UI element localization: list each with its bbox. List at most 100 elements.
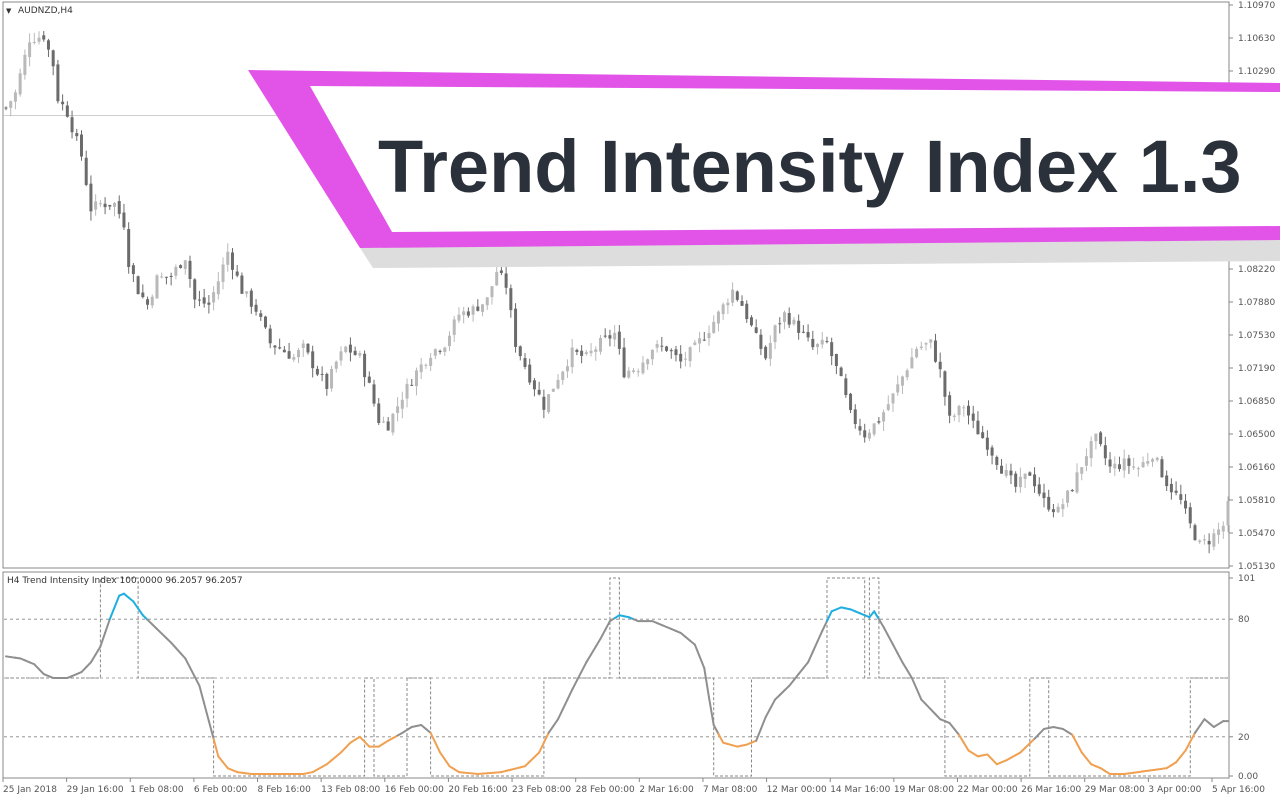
time-tick-label: 13 Feb 08:00 bbox=[321, 785, 380, 795]
symbol-header[interactable]: ▼ AUDNZD,H4 bbox=[6, 6, 73, 16]
tii-segment bbox=[816, 629, 824, 643]
tii-segment bbox=[1184, 740, 1192, 752]
candle-body bbox=[674, 349, 678, 356]
candle-body bbox=[1094, 433, 1098, 442]
candle-body bbox=[990, 447, 994, 456]
candle-body bbox=[613, 332, 617, 340]
price-tick-label: 1.08220 bbox=[1238, 265, 1275, 275]
time-tick-label: 7 Mar 08:00 bbox=[703, 785, 758, 795]
candle-body bbox=[929, 339, 933, 343]
candle-body bbox=[1155, 457, 1159, 461]
candle-body bbox=[1014, 473, 1018, 487]
candle-body bbox=[665, 346, 669, 351]
candle-body bbox=[1080, 467, 1084, 474]
tii-segment bbox=[575, 670, 583, 682]
candle-body bbox=[268, 328, 272, 344]
candle-body bbox=[344, 346, 348, 352]
candle-body bbox=[1084, 456, 1088, 466]
candle-body bbox=[712, 321, 716, 333]
tii-segment bbox=[198, 684, 206, 705]
time-tick-label: 2 Mar 16:00 bbox=[639, 785, 694, 795]
candle-body bbox=[844, 378, 848, 396]
candle-body bbox=[1212, 533, 1216, 547]
candle-body bbox=[358, 353, 362, 356]
candle-body bbox=[448, 335, 452, 347]
candle-body bbox=[948, 395, 952, 416]
tii-segment bbox=[443, 758, 451, 768]
candle-body bbox=[820, 339, 824, 345]
candle-body bbox=[962, 407, 966, 409]
candle-body bbox=[372, 384, 376, 404]
tii-segment bbox=[222, 761, 229, 770]
tii-segment bbox=[179, 652, 187, 660]
candle-body bbox=[235, 271, 239, 276]
tii-segment bbox=[339, 746, 347, 754]
candle-body bbox=[698, 338, 702, 344]
candle-body bbox=[768, 343, 772, 359]
tii-segment bbox=[217, 755, 225, 764]
candle-body bbox=[952, 415, 956, 417]
candle-body bbox=[1033, 474, 1037, 487]
candle-body bbox=[981, 432, 985, 439]
candle-body bbox=[131, 265, 135, 275]
tii-segment bbox=[792, 673, 800, 681]
candle-body bbox=[443, 347, 447, 352]
candle-body bbox=[688, 347, 692, 362]
price-tick-label: 1.05130 bbox=[1238, 562, 1275, 572]
tii-segment bbox=[708, 696, 715, 727]
tii-segment bbox=[566, 688, 574, 701]
candle-body bbox=[216, 281, 220, 295]
tii-segment bbox=[712, 724, 720, 735]
tii-segment bbox=[429, 731, 437, 744]
candle-body bbox=[1023, 473, 1027, 480]
candle-body bbox=[504, 273, 508, 288]
candle-body bbox=[716, 311, 720, 324]
tii-segment bbox=[434, 741, 442, 754]
candle-body bbox=[589, 350, 593, 354]
candle-body bbox=[679, 353, 683, 362]
candle-body bbox=[598, 337, 602, 352]
candle-body bbox=[702, 339, 706, 341]
tii-segment bbox=[807, 650, 814, 664]
candle-body bbox=[103, 203, 107, 208]
tii-segment bbox=[330, 755, 338, 762]
tii-segment bbox=[538, 741, 545, 754]
tii-segment bbox=[825, 610, 833, 623]
tii-segment bbox=[424, 727, 432, 734]
tii-segment bbox=[929, 708, 937, 716]
tii-segment bbox=[703, 667, 711, 699]
candle-body bbox=[240, 275, 244, 294]
tii-segment bbox=[335, 751, 342, 758]
candle-body bbox=[1108, 459, 1112, 467]
candle-body bbox=[745, 303, 749, 320]
tii-segment bbox=[774, 693, 781, 701]
candle-body bbox=[726, 302, 730, 306]
price-tick-label: 1.07530 bbox=[1238, 331, 1275, 341]
tii-segment bbox=[528, 756, 536, 763]
tii-segment bbox=[561, 698, 569, 711]
candle-body bbox=[160, 276, 164, 278]
candle-body bbox=[764, 346, 768, 359]
symbol-dropdown-icon[interactable]: ▼ bbox=[6, 7, 12, 15]
indicator-tick-label: 101 bbox=[1238, 574, 1255, 584]
tii-segment bbox=[906, 669, 913, 679]
tii-segment bbox=[1038, 727, 1045, 735]
tii-segment bbox=[552, 718, 560, 728]
candle-body bbox=[1089, 441, 1093, 459]
candle-body bbox=[353, 350, 357, 355]
time-tick-label: 28 Feb 00:00 bbox=[576, 785, 635, 795]
candle-body bbox=[759, 334, 763, 349]
tii-segment bbox=[132, 600, 140, 610]
candle-body bbox=[485, 297, 489, 306]
candle-body bbox=[622, 347, 626, 378]
tii-segment bbox=[604, 620, 611, 631]
candle-body bbox=[1103, 445, 1107, 459]
candle-body bbox=[75, 133, 79, 137]
indicator-tick-label: 20 bbox=[1238, 733, 1250, 743]
candle-body bbox=[900, 376, 904, 386]
candle-body bbox=[915, 348, 919, 358]
candle-body bbox=[287, 351, 291, 359]
candle-body bbox=[995, 456, 999, 465]
tii-segment bbox=[547, 725, 555, 734]
candle-body bbox=[37, 37, 41, 42]
